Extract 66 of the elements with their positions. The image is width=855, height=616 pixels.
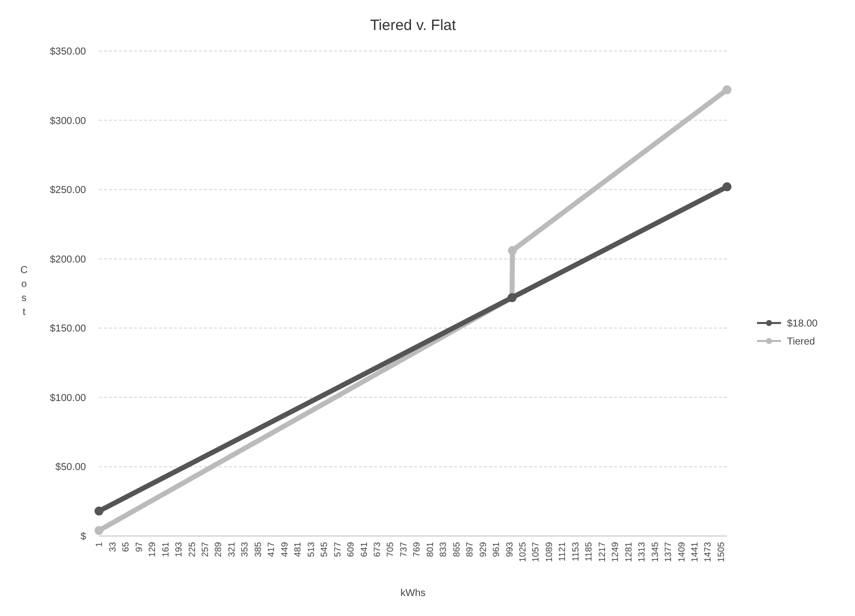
x-tick-label: 833 bbox=[438, 542, 448, 558]
x-tick-label: 257 bbox=[200, 542, 210, 558]
x-tick-label: 1441 bbox=[689, 542, 700, 562]
x-tick-label: 545 bbox=[319, 542, 330, 558]
point bbox=[722, 85, 732, 94]
y-tick-label: $300.00 bbox=[50, 116, 86, 127]
x-tick-label: 737 bbox=[398, 542, 408, 558]
x-tick-label: 33 bbox=[107, 542, 118, 552]
x-tick-label: 769 bbox=[412, 542, 422, 558]
x-tick-label: 1281 bbox=[623, 542, 634, 562]
x-axis-title: kWhs bbox=[400, 588, 426, 599]
x-tick-label: 1 bbox=[94, 542, 104, 548]
point bbox=[508, 246, 517, 256]
x-tick-label: 1313 bbox=[636, 542, 647, 562]
x-tick-label: 641 bbox=[358, 542, 369, 558]
x-tick-label: 129 bbox=[147, 542, 158, 558]
x-tick-label: 865 bbox=[451, 542, 462, 558]
y-tick-label: $200.00 bbox=[50, 254, 86, 266]
x-tick-label: 673 bbox=[372, 542, 382, 558]
x-tick-label: 161 bbox=[160, 542, 170, 558]
point bbox=[94, 506, 104, 516]
x-tick-label: 1121 bbox=[557, 542, 568, 562]
point bbox=[722, 182, 732, 192]
x-tick-label: 577 bbox=[332, 542, 342, 558]
x-tick-label: 65 bbox=[120, 542, 131, 552]
x-tick-label: 1089 bbox=[544, 542, 554, 562]
x-tick-label: 193 bbox=[174, 542, 184, 558]
x-tick-label: 1505 bbox=[716, 542, 726, 562]
x-tick-label: 1409 bbox=[676, 542, 686, 562]
legend-label: Tiered bbox=[787, 336, 815, 348]
x-tick-label: 417 bbox=[266, 542, 276, 558]
x-tick-label: 449 bbox=[279, 542, 290, 558]
x-tick-label: 961 bbox=[491, 542, 502, 558]
legend-label: $18.00 bbox=[787, 318, 818, 330]
x-tick-label: 1185 bbox=[584, 542, 594, 562]
x-tick-label: 897 bbox=[464, 542, 475, 558]
x-tick-label: 609 bbox=[346, 542, 356, 558]
x-tick-label: 1249 bbox=[610, 542, 620, 562]
x-tick-label: 1153 bbox=[570, 542, 580, 562]
x-tick-label: 97 bbox=[134, 542, 144, 552]
x-tick-label: 481 bbox=[292, 542, 303, 558]
x-tick-label: 1057 bbox=[530, 542, 541, 562]
y-tick-label: $100.00 bbox=[50, 392, 86, 404]
x-tick-label: 385 bbox=[252, 542, 263, 558]
x-tick-label: 1217 bbox=[596, 542, 607, 562]
y-tick-label: $50.00 bbox=[55, 462, 86, 474]
x-tick-label: 1025 bbox=[518, 542, 528, 562]
y-axis-title: Cost bbox=[20, 265, 28, 318]
point bbox=[94, 526, 104, 535]
y-tick-label: $250.00 bbox=[50, 185, 86, 196]
x-tick-label: 993 bbox=[504, 542, 514, 558]
x-tick-label: 801 bbox=[424, 542, 435, 558]
x-tick-label: 321 bbox=[226, 542, 236, 558]
x-tick-label: 353 bbox=[240, 542, 250, 558]
y-tick-label: $ bbox=[80, 532, 86, 542]
y-tick-label: $350.00 bbox=[50, 46, 86, 58]
x-tick-label: 1345 bbox=[650, 542, 660, 562]
x-tick-label: 929 bbox=[478, 542, 488, 558]
x-tick-label: 513 bbox=[306, 542, 316, 558]
y-tick-label: $150.00 bbox=[50, 324, 86, 335]
x-tick-label: 1377 bbox=[663, 542, 674, 562]
x-tick-label: 289 bbox=[213, 542, 224, 558]
chart-title: Tiered v. Flat bbox=[370, 17, 457, 34]
x-tick-label: 225 bbox=[186, 542, 197, 558]
x-tick-label: 705 bbox=[385, 542, 396, 558]
x-tick-label: 1473 bbox=[702, 542, 713, 562]
